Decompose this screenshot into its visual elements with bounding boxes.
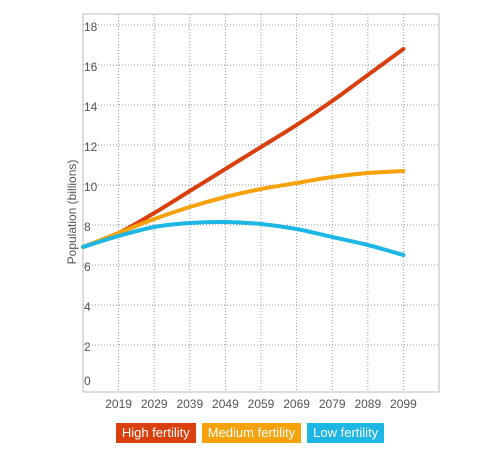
legend-item-low-fertility: Low fertility: [307, 423, 385, 443]
x-tick-label: 2049: [212, 397, 239, 411]
y-tick-label: 8: [84, 220, 91, 234]
series-line-medium-fertility: [81, 169, 406, 249]
x-tick-label: 2019: [105, 397, 132, 411]
x-tick-label: 2059: [248, 397, 275, 411]
x-tick-label: 2099: [390, 397, 417, 411]
y-tick-label: 4: [84, 300, 91, 314]
y-tick-label: 18: [84, 20, 98, 34]
legend-item-medium-fertility: Medium fertility: [201, 423, 302, 443]
y-tick-label: 16: [84, 60, 98, 74]
y-tick-label: 0: [84, 374, 91, 388]
series-line-low-fertility: [81, 219, 406, 257]
x-tick-label: 2079: [319, 397, 346, 411]
x-tick-label: 2029: [141, 397, 168, 411]
y-tick-labels: 0 2 4 6 8 10 12 14 16 18: [84, 20, 98, 388]
x-tick-label: 2089: [354, 397, 381, 411]
series-lines: [81, 47, 406, 257]
y-tick-label: 2: [84, 340, 91, 354]
y-tick-label: 6: [84, 260, 91, 274]
x-tick-labels: 2019 2029 2039 2049 2059 2069 2079 2089 2099: [105, 397, 417, 411]
series-line-high-fertility: [81, 47, 406, 249]
x-tick-label: 2039: [176, 397, 203, 411]
y-tick-label: 14: [84, 100, 98, 114]
y-tick-label: 10: [84, 180, 98, 194]
legend-item-high-fertility: High fertility: [115, 423, 196, 443]
y-tick-label: 12: [84, 140, 98, 154]
legend: High fertility Medium fertility Low fertil…: [0, 423, 500, 443]
y-axis-label: Population (billions): [65, 160, 79, 265]
x-tick-label: 2069: [283, 397, 310, 411]
